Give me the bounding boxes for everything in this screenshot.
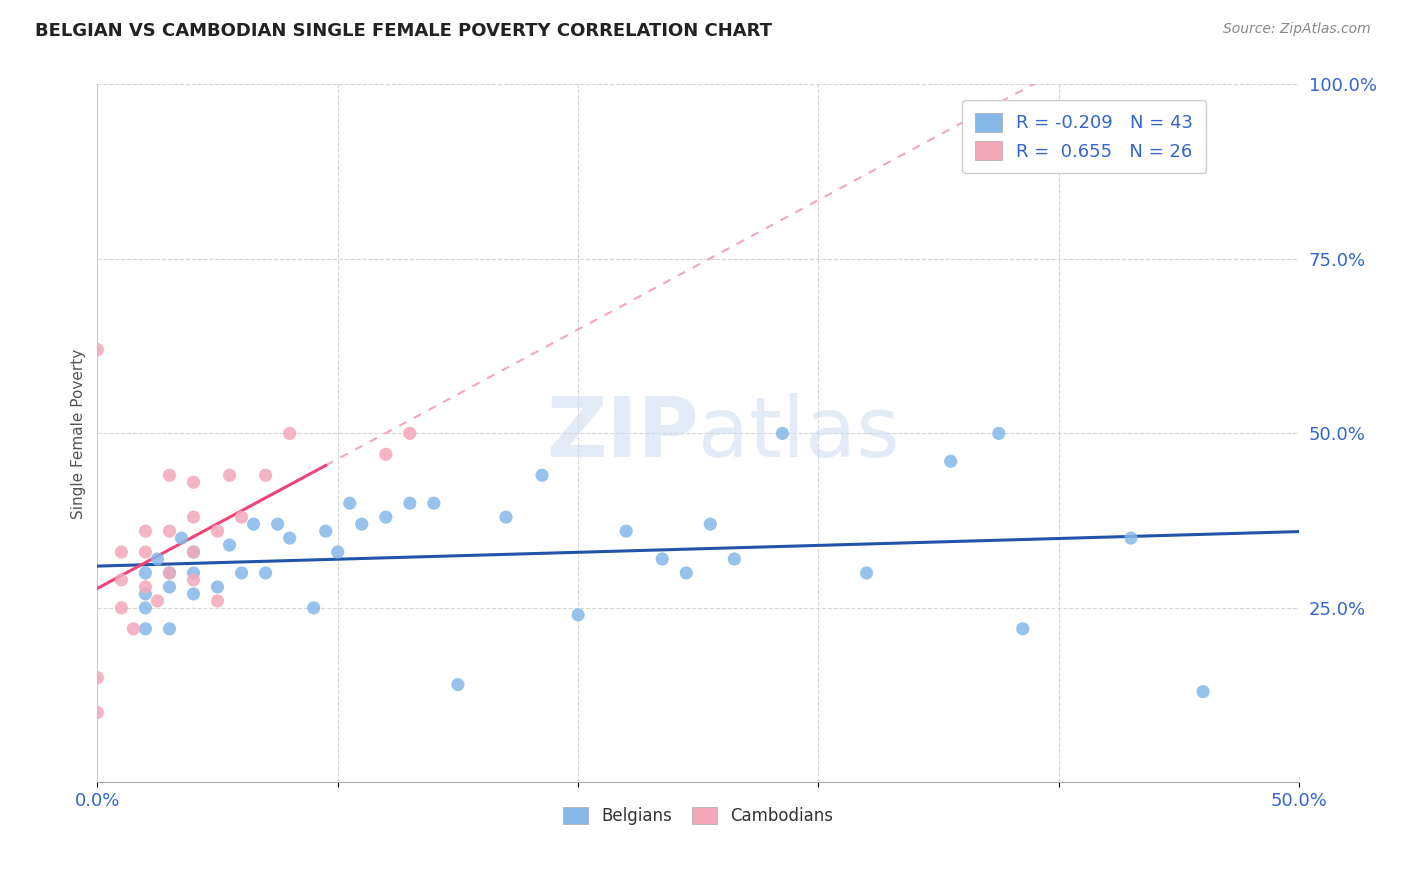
Point bbox=[134, 600, 156, 615]
Point bbox=[134, 545, 156, 559]
Point bbox=[278, 426, 301, 441]
Y-axis label: Single Female Poverty: Single Female Poverty bbox=[72, 348, 86, 518]
Point bbox=[86, 706, 108, 720]
Point bbox=[242, 517, 264, 532]
Point bbox=[159, 580, 181, 594]
Point bbox=[159, 468, 181, 483]
Point bbox=[326, 545, 349, 559]
Point bbox=[723, 552, 745, 566]
Point bbox=[207, 594, 229, 608]
Point bbox=[146, 552, 169, 566]
Point bbox=[374, 447, 396, 461]
Point bbox=[86, 343, 108, 357]
Point bbox=[987, 426, 1010, 441]
Point bbox=[398, 496, 420, 510]
Point bbox=[110, 545, 132, 559]
Point bbox=[855, 566, 877, 580]
Point bbox=[350, 517, 373, 532]
Point bbox=[1192, 684, 1215, 698]
Point bbox=[134, 580, 156, 594]
Point bbox=[134, 622, 156, 636]
Point bbox=[423, 496, 446, 510]
Point bbox=[207, 580, 229, 594]
Point bbox=[110, 573, 132, 587]
Point bbox=[939, 454, 962, 468]
Point bbox=[651, 552, 673, 566]
Point bbox=[159, 566, 181, 580]
Point bbox=[110, 600, 132, 615]
Point bbox=[183, 510, 205, 524]
Text: ZIP: ZIP bbox=[546, 392, 699, 474]
Point bbox=[231, 566, 253, 580]
Point bbox=[675, 566, 697, 580]
Point bbox=[183, 587, 205, 601]
Text: BELGIAN VS CAMBODIAN SINGLE FEMALE POVERTY CORRELATION CHART: BELGIAN VS CAMBODIAN SINGLE FEMALE POVER… bbox=[35, 22, 772, 40]
Point bbox=[134, 587, 156, 601]
Point bbox=[170, 531, 193, 545]
Point bbox=[567, 607, 589, 622]
Point bbox=[159, 622, 181, 636]
Point bbox=[531, 468, 554, 483]
Point bbox=[218, 468, 240, 483]
Point bbox=[254, 566, 277, 580]
Point bbox=[770, 426, 793, 441]
Point bbox=[159, 524, 181, 538]
Point bbox=[231, 510, 253, 524]
Point bbox=[183, 545, 205, 559]
Point bbox=[146, 594, 169, 608]
Point bbox=[254, 468, 277, 483]
Point bbox=[447, 678, 470, 692]
Point bbox=[183, 573, 205, 587]
Point bbox=[614, 524, 637, 538]
Point bbox=[122, 622, 145, 636]
Point bbox=[218, 538, 240, 552]
Point bbox=[278, 531, 301, 545]
Point bbox=[374, 510, 396, 524]
Point bbox=[495, 510, 517, 524]
Point bbox=[339, 496, 361, 510]
Text: atlas: atlas bbox=[699, 392, 900, 474]
Legend: Belgians, Cambodians: Belgians, Cambodians bbox=[555, 798, 842, 833]
Point bbox=[1119, 531, 1142, 545]
Text: Source: ZipAtlas.com: Source: ZipAtlas.com bbox=[1223, 22, 1371, 37]
Point bbox=[134, 566, 156, 580]
Point bbox=[134, 524, 156, 538]
Point bbox=[315, 524, 337, 538]
Point bbox=[302, 600, 325, 615]
Point bbox=[159, 566, 181, 580]
Point bbox=[86, 671, 108, 685]
Point bbox=[1011, 622, 1033, 636]
Point bbox=[183, 545, 205, 559]
Point bbox=[699, 517, 721, 532]
Point bbox=[398, 426, 420, 441]
Point bbox=[183, 475, 205, 490]
Point bbox=[183, 566, 205, 580]
Point bbox=[207, 524, 229, 538]
Point bbox=[266, 517, 288, 532]
